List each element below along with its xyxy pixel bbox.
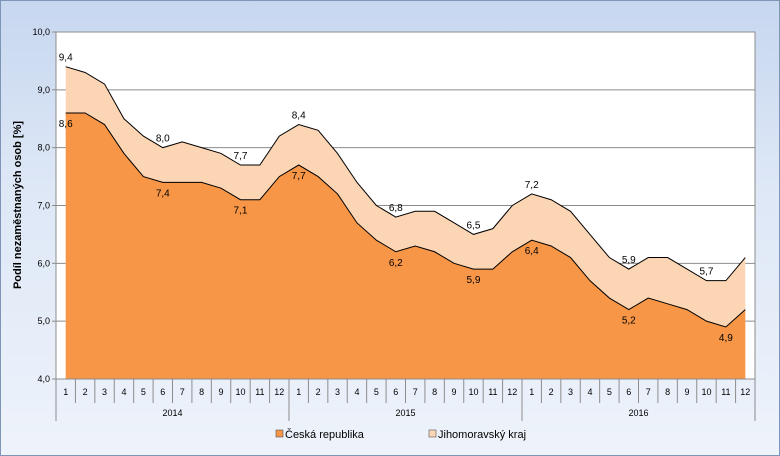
x-tick-label: 8 bbox=[199, 387, 204, 397]
x-tick-label: 11 bbox=[721, 387, 730, 397]
legend-label-jihomoravsky-kraj: Jihomoravský kraj bbox=[438, 429, 526, 441]
data-label: 8,6 bbox=[59, 119, 73, 130]
data-label: 5,9 bbox=[467, 275, 481, 286]
y-tick-label: 4,0 bbox=[37, 374, 50, 384]
data-label: 6,5 bbox=[467, 220, 481, 231]
y-axis-title: Podíl nezaměstnaných osob [%] bbox=[12, 121, 24, 289]
plot-area: 4,05,06,07,08,09,010,01 2 3 4 5 6 7 8 9 10 11 12 1 2 3… bbox=[32, 27, 756, 421]
y-tick-label: 7,0 bbox=[37, 201, 50, 211]
x-tick-label: 12 bbox=[274, 387, 284, 397]
line-jihomoravsky-kraj bbox=[65, 66, 746, 282]
x-tick-label: 8 bbox=[432, 387, 437, 397]
year-label: 2014 bbox=[162, 408, 182, 418]
x-tick-label: 4 bbox=[587, 387, 592, 397]
line-ceska-republika bbox=[65, 112, 746, 328]
data-label: 7,4 bbox=[156, 188, 170, 199]
x-tick-label: 6 bbox=[160, 387, 165, 397]
x-tick-label: 2 bbox=[316, 387, 321, 397]
legend-label-ceska-republika: Česká republika bbox=[285, 428, 365, 441]
year-label: 2015 bbox=[395, 408, 415, 418]
area-ceska-republika bbox=[65, 112, 746, 379]
data-label: 7,7 bbox=[234, 151, 248, 162]
data-label: 5,9 bbox=[622, 255, 636, 266]
data-label: 5,2 bbox=[622, 316, 636, 327]
data-label: 4,9 bbox=[719, 333, 733, 344]
x-tick-label: 10 bbox=[235, 387, 245, 397]
x-tick-label: 5 bbox=[141, 387, 146, 397]
x-tick-label: 3 bbox=[335, 387, 340, 397]
legend-swatch-ceska-republika bbox=[275, 429, 284, 438]
x-tick-label: 7 bbox=[413, 387, 418, 397]
data-label: 7,2 bbox=[525, 180, 539, 191]
data-label: 8,0 bbox=[156, 134, 170, 145]
data-label: 6,8 bbox=[389, 203, 403, 214]
data-label: 8,4 bbox=[292, 111, 306, 122]
x-tick-label: 12 bbox=[507, 387, 517, 397]
x-tick-label: 7 bbox=[646, 387, 651, 397]
x-tick-label: 3 bbox=[102, 387, 107, 397]
legend-swatch-jihomoravsky-kraj bbox=[428, 429, 437, 438]
x-tick-label: 10 bbox=[468, 387, 478, 397]
data-label: 6,2 bbox=[389, 258, 403, 269]
data-label: 6,4 bbox=[525, 246, 539, 257]
x-tick-label: 9 bbox=[452, 387, 457, 397]
y-tick-label: 10,0 bbox=[32, 27, 50, 37]
data-label: 9,4 bbox=[59, 53, 73, 64]
x-tick-label: 7 bbox=[180, 387, 185, 397]
x-tick-label: 6 bbox=[626, 387, 631, 397]
y-tick-label: 9,0 bbox=[37, 85, 50, 95]
year-label: 2016 bbox=[628, 408, 648, 418]
x-tick-label: 3 bbox=[568, 387, 573, 397]
x-tick-label: 6 bbox=[393, 387, 398, 397]
x-tick-label: 4 bbox=[121, 387, 126, 397]
data-label: 5,7 bbox=[700, 267, 714, 278]
y-tick-label: 6,0 bbox=[37, 258, 50, 268]
x-tick-label: 10 bbox=[701, 387, 711, 397]
x-tick-label: 8 bbox=[665, 387, 670, 397]
x-tick-label: 11 bbox=[255, 387, 264, 397]
x-tick-label: 2 bbox=[83, 387, 88, 397]
x-tick-label: 5 bbox=[607, 387, 612, 397]
x-tick-label: 1 bbox=[296, 387, 301, 397]
legend: Česká republika Jihomoravský kraj bbox=[275, 428, 526, 441]
x-tick-label: 4 bbox=[354, 387, 359, 397]
x-tick-label: 9 bbox=[219, 387, 224, 397]
x-tick-label: 9 bbox=[685, 387, 690, 397]
x-tick-label: 12 bbox=[740, 387, 750, 397]
x-tick-label: 1 bbox=[63, 387, 68, 397]
x-tick-label: 2 bbox=[549, 387, 554, 397]
data-label: 7,1 bbox=[234, 206, 248, 217]
y-tick-label: 8,0 bbox=[37, 143, 50, 153]
x-tick-label: 5 bbox=[374, 387, 379, 397]
x-tick-label: 11 bbox=[488, 387, 497, 397]
data-label: 7,7 bbox=[292, 171, 306, 182]
y-tick-label: 5,0 bbox=[37, 316, 50, 326]
x-tick-label: 1 bbox=[529, 387, 534, 397]
